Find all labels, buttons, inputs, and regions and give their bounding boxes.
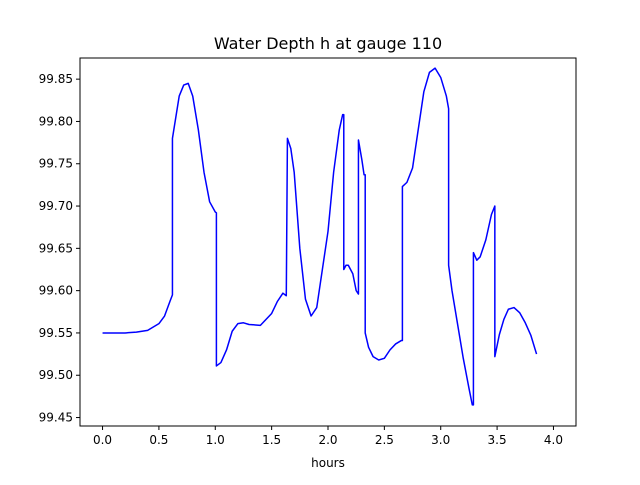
y-tick-label: 99.75	[39, 157, 73, 171]
plot-area	[103, 68, 537, 405]
y-tick-label: 99.45	[39, 411, 73, 425]
x-tick-label: 0.0	[93, 433, 112, 447]
x-tick-label: 4.0	[544, 433, 563, 447]
x-tick-label: 3.0	[431, 433, 450, 447]
chart-title: Water Depth h at gauge 110	[214, 34, 442, 53]
y-tick-label: 99.55	[39, 326, 73, 340]
axes-frame	[80, 58, 576, 426]
x-tick-label: 0.5	[149, 433, 168, 447]
x-tick-label: 1.0	[206, 433, 225, 447]
y-tick-label: 99.50	[39, 368, 73, 382]
y-tick-label: 99.85	[39, 72, 73, 86]
x-tick-label: 2.5	[375, 433, 394, 447]
y-tick-label: 99.70	[39, 199, 73, 213]
series-line-0	[103, 68, 537, 405]
y-axis-ticks: 99.45 99.50 99.55 99.60 99.65 99.70 99.75 99.80…	[39, 72, 80, 424]
x-axis-ticks: 0.0 0.5 1.0 1.5 2.0 2.5 3.0 3.5 4.0	[93, 426, 563, 447]
x-tick-label: 1.5	[262, 433, 281, 447]
x-axis-label: hours	[311, 456, 345, 470]
y-tick-label: 99.65	[39, 241, 73, 255]
x-tick-label: 3.5	[488, 433, 507, 447]
y-tick-label: 99.60	[39, 284, 73, 298]
y-tick-label: 99.80	[39, 114, 73, 128]
x-tick-label: 2.0	[318, 433, 337, 447]
